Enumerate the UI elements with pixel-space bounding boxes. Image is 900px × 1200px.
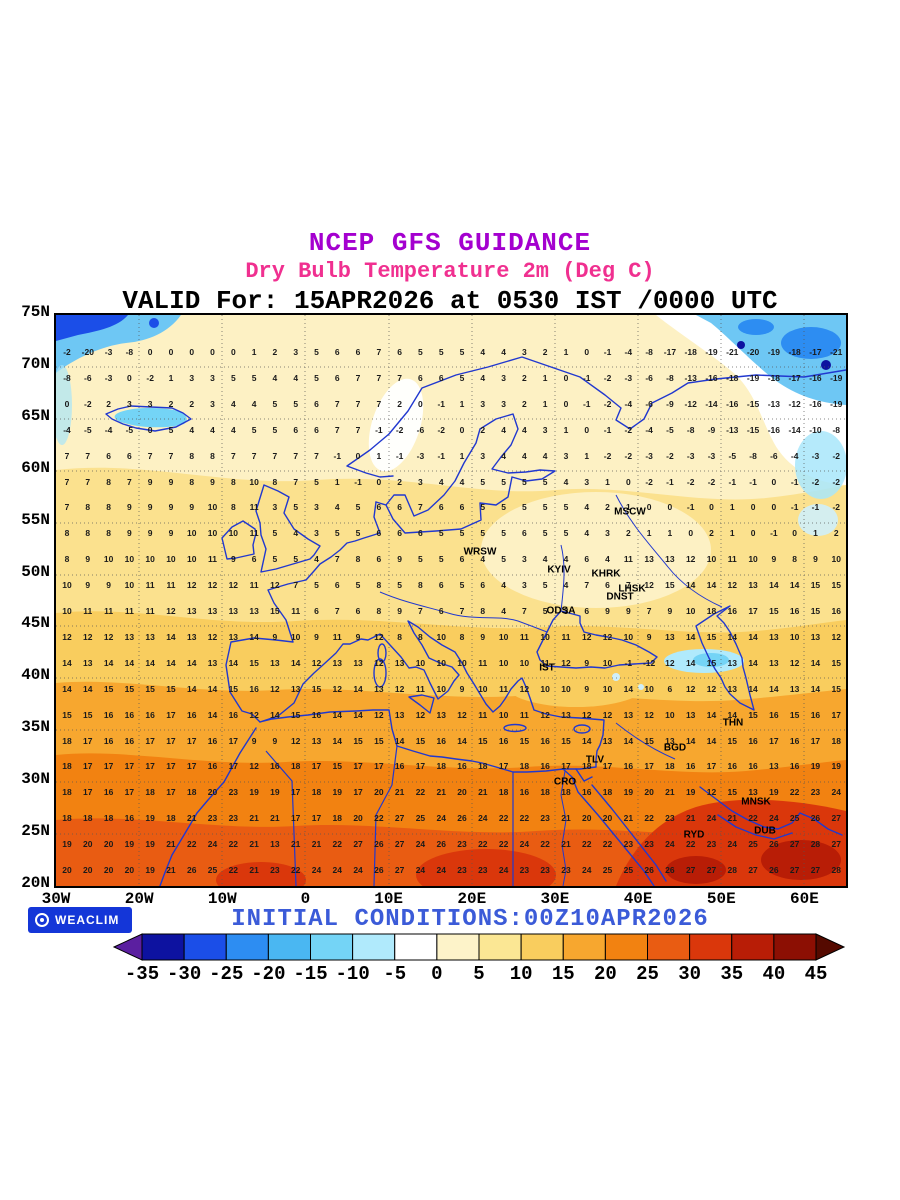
colorbar-segment xyxy=(689,933,733,961)
y-axis-label: 35N xyxy=(21,718,50,737)
colorbar-tick-label: -20 xyxy=(251,963,286,985)
x-axis-label: 40E xyxy=(623,890,653,908)
y-axis-label: 55N xyxy=(21,510,50,529)
weaclim-badge: WEACLIM xyxy=(28,907,132,933)
product-title: NCEP GFS GUIDANCE xyxy=(308,228,592,258)
y-axis-label: 40N xyxy=(21,666,50,685)
colorbar-segment xyxy=(604,933,648,961)
colorbar-tick-label: 45 xyxy=(804,963,828,985)
y-axis-label: 45N xyxy=(21,614,50,633)
country-borders xyxy=(265,745,514,886)
rivers xyxy=(379,494,723,886)
colorbar-segment xyxy=(225,933,269,961)
colorbar-tick-label: -5 xyxy=(383,963,407,985)
colorbar-tick-label: 15 xyxy=(551,963,575,985)
map-frame: -2 -20 -3 -8 0 0 0 0 0 1 2 3 5 6 6 7 6 5 5 5 4 4 3 2 1 0 -1 -4 -8 -17… xyxy=(54,313,848,888)
colorbar xyxy=(112,933,846,961)
colorbar-segment xyxy=(267,933,311,961)
colorbar-segment xyxy=(647,933,691,961)
colorbar-tick-label: 5 xyxy=(473,963,485,985)
y-axis-label: 25N xyxy=(21,822,50,840)
y-axis-label: 65N xyxy=(21,406,50,425)
colorbar-tick-label: 25 xyxy=(636,963,659,985)
field-title: Dry Bulb Temperature 2m (Deg C) xyxy=(245,259,655,284)
x-axis-label: 30E xyxy=(540,890,570,908)
y-axis-label: 20N xyxy=(21,873,50,892)
colorbar-tick-label: 35 xyxy=(720,963,744,985)
y-axis-label: 60N xyxy=(21,458,50,477)
colorbar-segment xyxy=(141,933,185,961)
colorbar-segment xyxy=(478,933,522,961)
valid-time-title: VALID For: 15APR2026 at 0530 IST /0000 U… xyxy=(122,286,778,316)
y-axis-label: 50N xyxy=(21,562,50,581)
x-axis-label: 20E xyxy=(457,890,487,908)
x-axis-label: 10W xyxy=(207,890,237,908)
colorbar-tick-label: 0 xyxy=(431,963,443,985)
y-axis-label: 75N xyxy=(21,303,50,321)
colorbar-tick-label: -10 xyxy=(335,963,370,985)
colorbar-tick-label: -30 xyxy=(167,963,202,985)
colorbar-segment xyxy=(520,933,564,961)
x-axis-label: 0 xyxy=(300,890,311,908)
x-axis-label: 20W xyxy=(124,890,154,908)
colorbar-segment xyxy=(562,933,606,961)
x-axis-label: 60E xyxy=(790,890,819,908)
colorbar-segment xyxy=(394,933,438,961)
colorbar-tick-label: -25 xyxy=(209,963,244,985)
colorbar-segment xyxy=(310,933,354,961)
weaclim-label: WEACLIM xyxy=(55,913,120,927)
colorbar-segment xyxy=(773,933,817,961)
colorbar-tick-label: 20 xyxy=(593,963,617,985)
colorbar-right-arrow xyxy=(815,933,846,961)
colorbar-segment xyxy=(183,933,227,961)
y-axis-label: 70N xyxy=(21,354,50,373)
colorbar-tick-label: 30 xyxy=(678,963,702,985)
x-axis-label: 10E xyxy=(374,890,404,908)
map-svg xyxy=(56,315,846,886)
y-axis-label: 30N xyxy=(21,770,50,789)
x-axis-label: 50E xyxy=(706,890,736,908)
weaclim-logo-icon xyxy=(35,913,49,927)
colorbar-segment xyxy=(352,933,396,961)
colorbar-tick-label: 40 xyxy=(762,963,786,985)
colorbar-tick-label: 10 xyxy=(509,963,533,985)
colorbar-tick-label: -35 xyxy=(124,963,160,985)
colorbar-segment xyxy=(436,933,480,961)
colorbar-left-arrow xyxy=(112,933,143,961)
colorbar-tick-label: -15 xyxy=(293,963,328,985)
colorbar-segment xyxy=(731,933,775,961)
initial-conditions: INITIAL CONDITIONS:00Z10APR2026 xyxy=(231,906,709,933)
x-axis-label: 30W xyxy=(41,890,71,908)
